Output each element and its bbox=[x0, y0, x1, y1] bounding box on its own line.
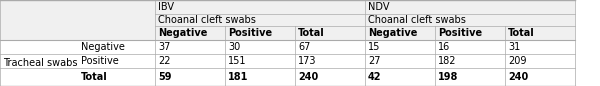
Text: 151: 151 bbox=[228, 56, 247, 66]
Bar bbox=[0, 26, 575, 40]
Text: Positive: Positive bbox=[81, 56, 119, 66]
Text: 182: 182 bbox=[438, 56, 457, 66]
Text: Positive: Positive bbox=[438, 28, 482, 38]
Text: Positive: Positive bbox=[228, 28, 272, 38]
Text: Total: Total bbox=[508, 28, 535, 38]
Text: 181: 181 bbox=[228, 72, 248, 82]
Text: 198: 198 bbox=[438, 72, 458, 82]
Text: Negative: Negative bbox=[158, 28, 208, 38]
Text: 16: 16 bbox=[438, 42, 450, 52]
Bar bbox=[0, 0, 575, 14]
Text: 240: 240 bbox=[298, 72, 318, 82]
Bar bbox=[0, 14, 575, 26]
Text: Total: Total bbox=[81, 72, 108, 82]
Text: IBV: IBV bbox=[158, 2, 174, 12]
Text: Negative: Negative bbox=[81, 42, 125, 52]
Text: Tracheal swabs: Tracheal swabs bbox=[3, 58, 77, 68]
Text: 27: 27 bbox=[368, 56, 380, 66]
Text: 59: 59 bbox=[158, 72, 172, 82]
Text: Choanal cleft swabs: Choanal cleft swabs bbox=[158, 15, 256, 25]
Text: 30: 30 bbox=[228, 42, 240, 52]
Text: 31: 31 bbox=[508, 42, 520, 52]
Text: 67: 67 bbox=[298, 42, 310, 52]
Text: 173: 173 bbox=[298, 56, 317, 66]
Text: Negative: Negative bbox=[368, 28, 418, 38]
Text: 15: 15 bbox=[368, 42, 380, 52]
Text: 209: 209 bbox=[508, 56, 527, 66]
Text: 37: 37 bbox=[158, 42, 170, 52]
Text: 42: 42 bbox=[368, 72, 382, 82]
Text: 240: 240 bbox=[508, 72, 528, 82]
Text: NDV: NDV bbox=[368, 2, 389, 12]
Text: 22: 22 bbox=[158, 56, 170, 66]
Text: Choanal cleft swabs: Choanal cleft swabs bbox=[368, 15, 466, 25]
Text: Total: Total bbox=[298, 28, 325, 38]
